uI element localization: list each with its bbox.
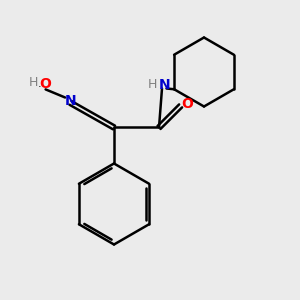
Text: .: . xyxy=(38,79,41,89)
Text: N: N xyxy=(65,94,76,108)
Text: O: O xyxy=(40,77,52,91)
Text: H: H xyxy=(148,78,157,92)
Text: N: N xyxy=(159,78,170,92)
Text: O: O xyxy=(181,98,193,111)
Text: H: H xyxy=(29,76,38,89)
